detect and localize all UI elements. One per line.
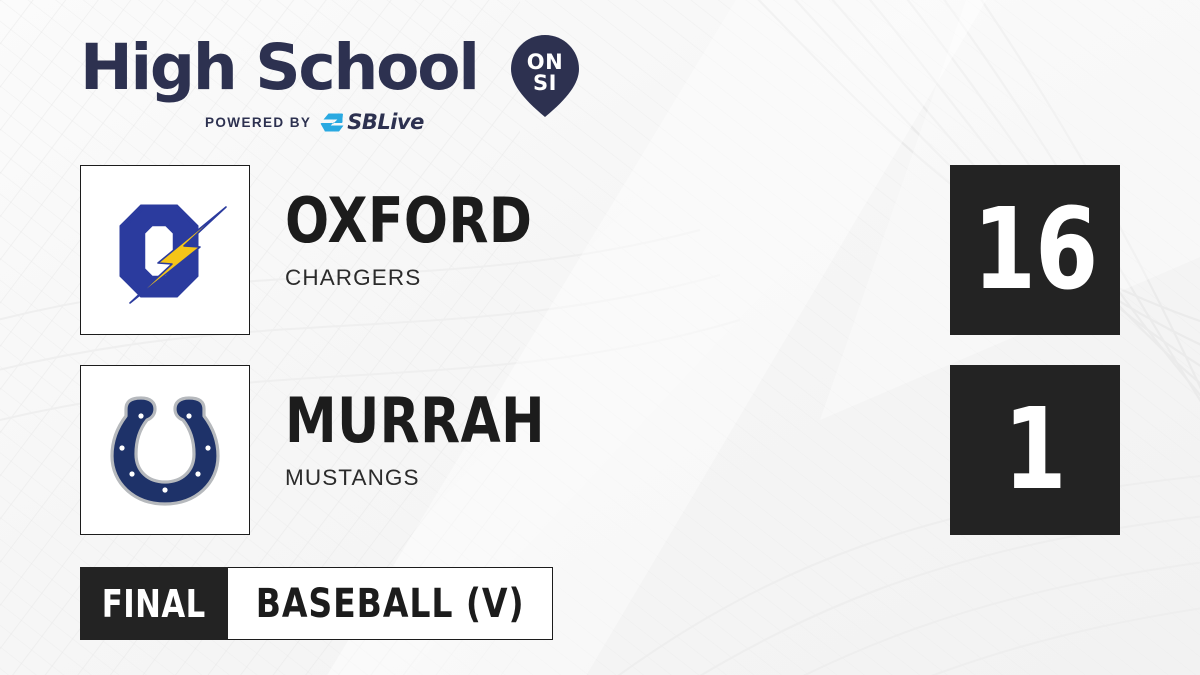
murrah-mustangs-horseshoe-logo-icon xyxy=(110,396,220,506)
team-name-block: MURRAH MUSTANGS xyxy=(285,384,565,490)
oxford-chargers-logo-icon xyxy=(116,201,227,304)
powered-by-label: POWERED BY xyxy=(205,114,312,130)
svg-text:ON: ON xyxy=(527,50,563,74)
team-name: MURRAH xyxy=(285,384,546,457)
team-mascot: MUSTANGS xyxy=(285,465,420,490)
team-logo-box xyxy=(80,165,250,335)
sblive-s-mark-icon xyxy=(320,113,344,131)
sport-label-box: BASEBALL (V) xyxy=(228,567,554,640)
team-logo-box xyxy=(80,365,250,535)
team-score-box: 16 xyxy=(950,165,1120,335)
team-name-block: OXFORD CHARGERS xyxy=(285,184,551,290)
status-badge: FINAL xyxy=(80,567,228,640)
sport-label: BASEBALL (V) xyxy=(255,580,525,627)
brand-wordmark: High School xyxy=(80,31,480,104)
team-score-box: 1 xyxy=(950,365,1120,535)
team-name: OXFORD xyxy=(285,184,533,257)
team-mascot: CHARGERS xyxy=(285,265,422,290)
svg-text:SI: SI xyxy=(533,71,557,95)
team-row: MURRAH MUSTANGS 1 xyxy=(0,365,1200,535)
brand-lockup: High School ON SI POWERED BY SBLive xyxy=(80,31,579,136)
team-row: OXFORD CHARGERS 16 xyxy=(0,165,1200,335)
sblive-logo: SBLive xyxy=(320,110,424,134)
status-state-label: FINAL xyxy=(102,581,206,626)
team-score: 16 xyxy=(972,185,1098,315)
game-status-bar: FINAL BASEBALL (V) xyxy=(80,567,554,640)
on-si-pin-icon: ON SI xyxy=(510,33,580,119)
sblive-wordmark: SBLive xyxy=(347,110,424,134)
powered-by-lockup: POWERED BY SBLive xyxy=(205,110,424,134)
team-score: 1 xyxy=(1003,385,1067,515)
